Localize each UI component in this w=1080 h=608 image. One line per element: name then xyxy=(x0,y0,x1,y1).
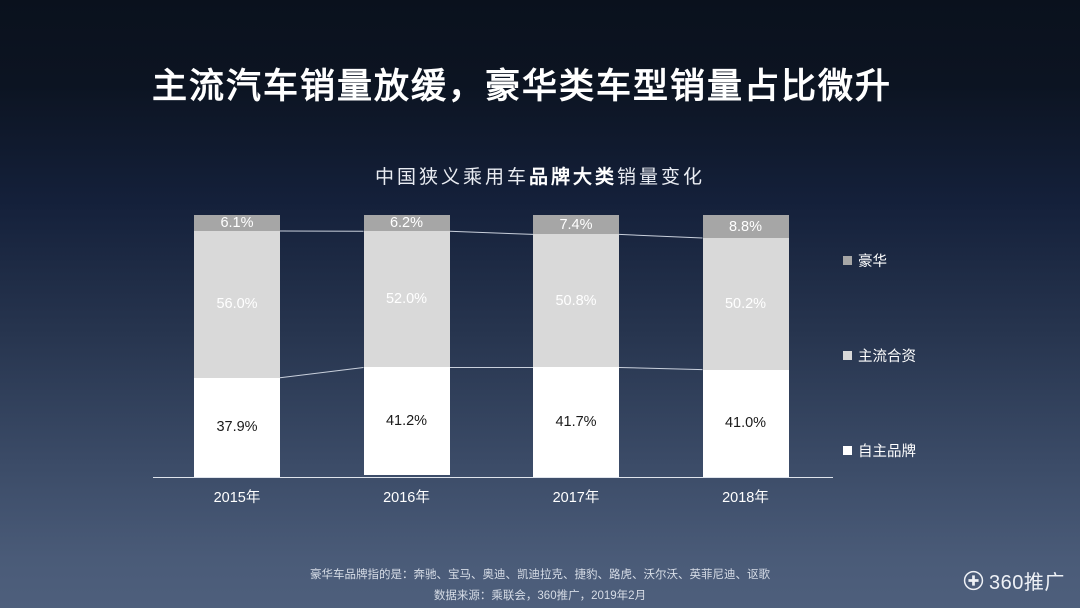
chart-legend: 豪华主流合资自主品牌 xyxy=(843,243,1013,468)
chart-subtitle-suffix: 销量变化 xyxy=(617,167,706,188)
bar-2015年: 6.1% 56.0% 37.9% xyxy=(194,215,280,477)
bar-2017年: 7.4% 50.8% 41.7% xyxy=(533,215,619,477)
legend-swatch-icon xyxy=(843,256,852,265)
legend-swatch-icon xyxy=(843,446,852,455)
bar-segment-domestic-brand: 37.9% xyxy=(194,377,280,477)
bar-segment-mainstream-joint-venture: 56.0% xyxy=(194,230,280,378)
bar-segment-domestic-brand: 41.2% xyxy=(363,367,450,476)
legend-label: 主流合资 xyxy=(858,349,916,365)
bar-segment-mainstream-joint-venture: 50.8% xyxy=(533,234,619,368)
chart-subtitle-strong: 品牌大类 xyxy=(528,167,617,188)
chart-subtitle-prefix: 中国狭义乘用车 xyxy=(374,167,529,188)
page-title: 主流汽车销量放缓，豪华类车型销量占比微升 xyxy=(152,67,893,106)
footnote-source: 数据来源：乘联会，360推广，2019年2月 xyxy=(433,590,647,602)
bar-segment-luxury: 6.2% xyxy=(363,215,450,232)
bar-segment-label: 50.8% xyxy=(555,292,597,309)
bar-segment-label: 8.8% xyxy=(728,218,763,235)
bar-segment-label: 37.9% xyxy=(216,419,258,436)
legend-item-domestic-brand[interactable]: 自主品牌 xyxy=(843,440,916,461)
bar-2018年: 8.8% 50.2% 41.0% xyxy=(702,215,789,477)
chart-subtitle: 中国狭义乘用车品牌大类销量变化 xyxy=(0,162,1080,189)
brand-logo: 360推广 xyxy=(963,566,1065,595)
bar-segment-mainstream-joint-venture: 52.0% xyxy=(363,231,450,368)
x-axis-label: 2017年 xyxy=(552,490,600,506)
legend-label: 自主品牌 xyxy=(858,444,916,460)
x-axis-label: 2015年 xyxy=(213,490,261,506)
legend-item-luxury[interactable]: 豪华 xyxy=(843,250,887,271)
bar-segment-label: 52.0% xyxy=(385,291,428,308)
x-axis-labels: 2015年 2016年 2017年 2018年 xyxy=(153,486,833,508)
legend-label: 豪华 xyxy=(858,254,887,270)
bar-segment-label: 41.7% xyxy=(555,414,597,431)
plus-circle-icon xyxy=(963,570,984,591)
bar-segment-luxury: 8.8% xyxy=(702,215,789,239)
bar-segment-luxury: 7.4% xyxy=(533,215,619,235)
bar-segment-label: 41.0% xyxy=(724,415,767,432)
bar-segment-label: 56.0% xyxy=(216,296,258,313)
chart-plot-area: 6.1% 56.0% 37.9% 6.2% 52.0% 41.2% 7.4% 50.8% 41.… xyxy=(153,215,833,477)
footnote-brands: 豪华车品牌指的是：奔驰、宝马、奥迪、凯迪拉克、捷豹、路虎、沃尔沃、英菲尼迪、讴歌 xyxy=(310,569,770,581)
bar-2016年: 6.2% 52.0% 41.2% xyxy=(363,215,450,477)
x-axis-label: 2016年 xyxy=(383,490,430,506)
x-axis-label: 2018年 xyxy=(722,490,769,506)
bar-segment-mainstream-joint-venture: 50.2% xyxy=(702,238,789,370)
bar-segment-luxury: 6.1% xyxy=(194,215,280,231)
bar-segment-label: 41.2% xyxy=(385,413,428,430)
stacked-bar-chart: 6.1% 56.0% 37.9% 6.2% 52.0% 41.2% 7.4% 50.8% 41.… xyxy=(153,215,833,478)
brand-logo-text: 360推广 xyxy=(989,572,1065,594)
x-axis-line xyxy=(153,477,833,478)
bar-segment-domestic-brand: 41.0% xyxy=(702,369,789,477)
legend-swatch-icon xyxy=(843,351,852,360)
bar-segment-label: 6.2% xyxy=(389,215,424,232)
bar-segment-domestic-brand: 41.7% xyxy=(533,367,619,477)
legend-item-mainstream-joint-venture[interactable]: 主流合资 xyxy=(843,345,916,366)
bar-segment-label: 50.2% xyxy=(724,295,767,312)
bar-segment-label: 6.1% xyxy=(220,215,254,231)
bar-segment-label: 7.4% xyxy=(559,216,593,233)
